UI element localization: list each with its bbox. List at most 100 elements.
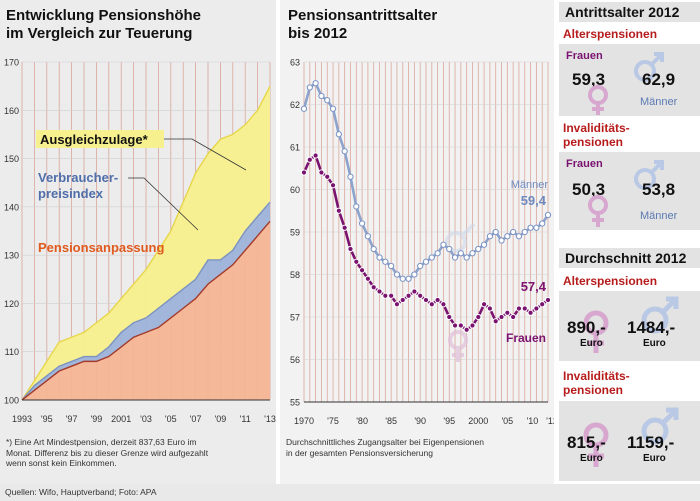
- point-frauen: [358, 267, 366, 274]
- point-maenner: [451, 254, 459, 261]
- point-maenner: [428, 254, 435, 261]
- y-tick-label: 100: [4, 396, 19, 406]
- value-alter-frauen: 59,3: [572, 70, 606, 89]
- point-maenner: [335, 131, 342, 138]
- x-tick-label: '07: [190, 414, 202, 424]
- point-maenner: [457, 250, 464, 257]
- point-frauen: [486, 305, 494, 312]
- value-maenner: 59,4: [521, 193, 547, 208]
- point-maenner: [527, 224, 534, 231]
- point-maenner: [510, 228, 517, 236]
- point-maenner: [329, 105, 337, 112]
- label-ausgleichzulage: Ausgleichzulage*: [40, 132, 149, 147]
- point-maenner: [434, 250, 441, 257]
- point-frauen: [463, 326, 470, 333]
- y-tick-label: 61: [290, 143, 300, 153]
- point-frauen: [492, 318, 499, 325]
- value-alter-maenner: 62,9: [642, 70, 676, 89]
- sub-inv-line1: Invaliditäts-: [563, 121, 630, 135]
- y-tick-label: 55: [290, 398, 300, 408]
- point-maenner: [417, 262, 424, 270]
- sub-invaliditaet-1: Invaliditäts- pensionen: [563, 121, 630, 149]
- point-maenner: [341, 148, 348, 155]
- point-maenner: [498, 237, 505, 244]
- y-tick-label: 57: [290, 313, 300, 323]
- point-frauen: [417, 292, 424, 299]
- label-frauen-2: Frauen: [566, 158, 603, 170]
- value-avg-alter-frauen: 890,-: [567, 318, 606, 337]
- sub-inv2-line2: pensionen: [563, 383, 624, 397]
- point-frauen: [480, 301, 488, 308]
- y-tick-label: 170: [4, 58, 19, 68]
- y-tick-label: 160: [4, 106, 19, 116]
- x-tick-label: '03: [140, 414, 152, 424]
- x-tick-label: 2001: [111, 414, 131, 424]
- male-symbol-icon: [445, 222, 476, 253]
- sub-invaliditaet-2: Invaliditäts- pensionen: [563, 369, 630, 397]
- point-maenner: [422, 258, 430, 265]
- sub-inv-line2: pensionen: [563, 135, 624, 149]
- point-maenner: [370, 245, 377, 253]
- y-tick-label: 130: [4, 251, 19, 261]
- sub-inv2-line1: Invaliditäts-: [563, 369, 630, 383]
- source-line: Quellen: Wifo, Hauptverband; Foto: APA: [0, 484, 700, 501]
- value-inv-frauen: 50,3: [572, 180, 606, 199]
- mid-footnote-line1: Durchschnittliches Zugangsalter bei Eige…: [286, 437, 484, 447]
- footnote-line1: *) Eine Art Mindestpension, derzeit 837,…: [6, 437, 197, 447]
- y-tick-label: 59: [290, 228, 300, 238]
- point-maenner: [440, 241, 447, 248]
- label-maenner: Männer: [511, 179, 549, 191]
- value-inv-maenner: 53,8: [642, 180, 676, 199]
- line-verbraucherpreisindex: [21, 201, 271, 401]
- point-frauen: [422, 296, 430, 304]
- sub-alterspensionen: Alterspensionen: [563, 27, 658, 41]
- point-frauen: [521, 305, 528, 312]
- leader-vpi: [128, 177, 199, 231]
- point-frauen: [504, 309, 511, 316]
- x-tick-label: '05: [501, 416, 513, 426]
- middle-title-line1: Pensionsantrittsalter: [288, 7, 438, 24]
- point-frauen: [434, 296, 441, 304]
- x-tick-label: '10: [527, 416, 539, 426]
- y-tick-label: 62: [290, 100, 300, 110]
- point-frauen: [469, 322, 476, 329]
- label-maenner-1: Männer: [640, 96, 678, 108]
- middle-title-line2: bis 2012: [288, 25, 348, 42]
- female-symbol-icon: [588, 195, 608, 227]
- point-frauen: [347, 245, 354, 253]
- x-tick-label: '90: [414, 416, 426, 426]
- left-title-line2: im Vergleich zur Teuerung: [6, 25, 193, 42]
- point-maenner: [358, 220, 366, 227]
- point-frauen: [428, 301, 435, 308]
- label-euro-2: Euro: [643, 338, 666, 349]
- right-head-durchschnitt: Durchschnitt 2012: [559, 248, 700, 268]
- female-symbol-icon: [583, 310, 609, 353]
- point-maenner: [411, 271, 418, 278]
- point-maenner: [533, 224, 540, 231]
- point-frauen: [364, 275, 372, 282]
- point-maenner: [469, 250, 476, 257]
- point-maenner: [324, 97, 331, 104]
- y-tick-label: 110: [5, 347, 19, 357]
- point-frauen: [329, 182, 337, 189]
- y-tick-label: 63: [290, 58, 300, 68]
- y-tick-label: 60: [290, 185, 300, 195]
- middle-title: Pensionsantrittsalter bis 2012: [288, 7, 550, 43]
- point-frauen: [382, 292, 389, 299]
- left-title: Entwicklung Pensionshöhe im Vergleich zu…: [6, 7, 276, 43]
- y-tick-label: 56: [290, 355, 300, 365]
- point-maenner: [504, 233, 511, 240]
- label-euro-4: Euro: [643, 453, 666, 464]
- x-tick-label: '95: [443, 416, 455, 426]
- point-frauen: [533, 305, 540, 312]
- point-frauen: [440, 301, 447, 308]
- point-maenner: [446, 245, 453, 253]
- value-avg-inv-maenner: 1159,-: [627, 433, 675, 452]
- left-title-line1: Entwicklung Pensionshöhe: [6, 7, 202, 24]
- point-maenner: [539, 220, 546, 227]
- point-maenner: [382, 258, 389, 265]
- label-frauen: Frauen: [506, 331, 546, 345]
- y-tick-label: 140: [4, 202, 19, 212]
- y-tick-label: 58: [290, 270, 300, 280]
- point-frauen: [335, 207, 342, 214]
